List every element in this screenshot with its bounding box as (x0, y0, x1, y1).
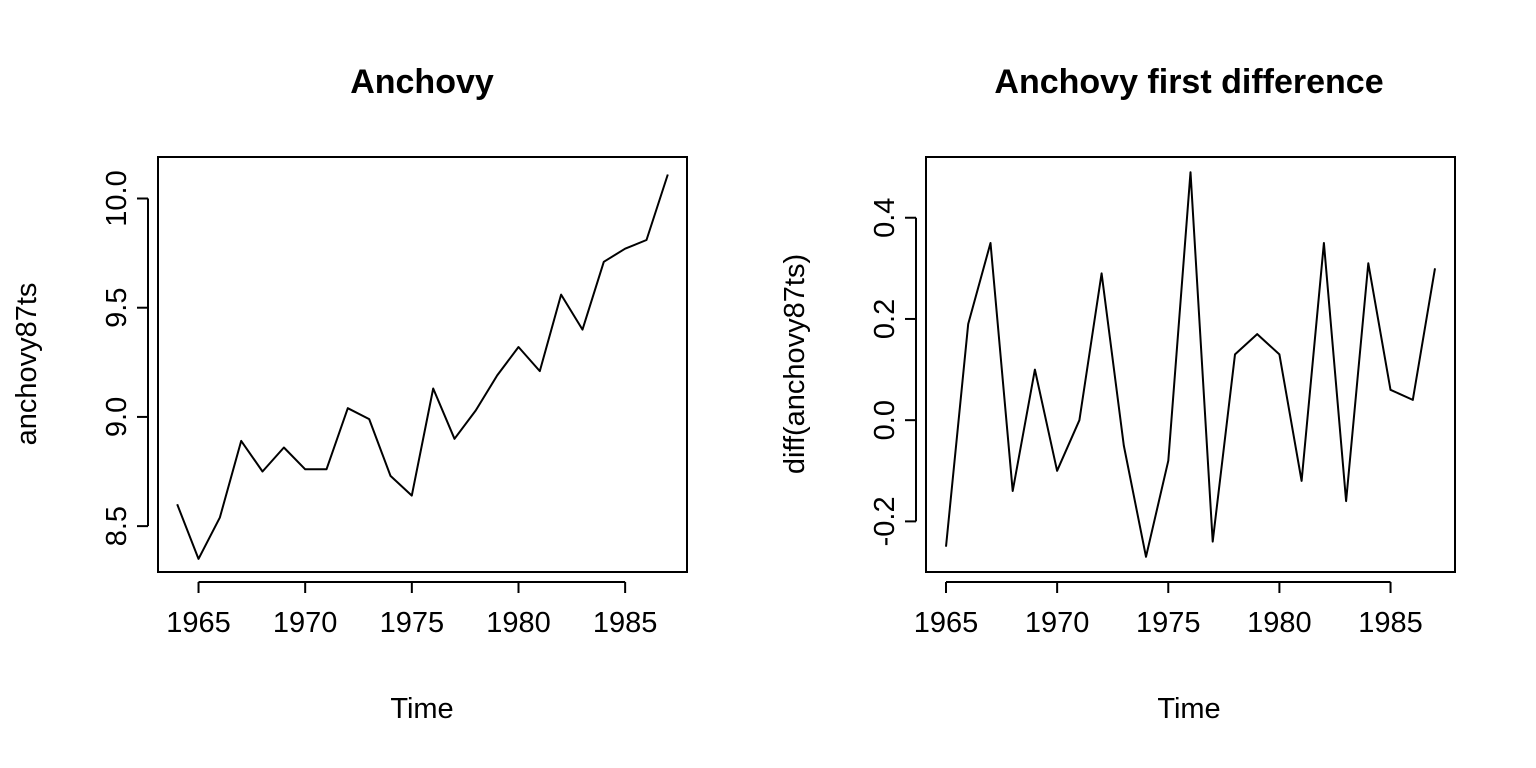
x-tick-label: 1965 (166, 607, 231, 639)
plot-frame (157, 156, 688, 573)
x-tick-label: 1975 (1136, 607, 1201, 639)
y-tick-label: 9.5 (101, 288, 133, 328)
x-tick-label: 1970 (1025, 607, 1090, 639)
x-tick-label: 1965 (914, 607, 979, 639)
x-tick-label: 1985 (593, 607, 658, 639)
y-tick-label: -0.2 (869, 496, 901, 546)
series-line (945, 171, 1436, 558)
y-tick-label: 0.0 (869, 400, 901, 440)
y-tick-label: 9.0 (101, 397, 133, 437)
y-tick-label: 8.5 (101, 506, 133, 546)
x-tick-label: 1975 (380, 607, 445, 639)
x-axis-label: Time (390, 693, 453, 725)
x-tick-label: 1980 (1247, 607, 1312, 639)
series-line (176, 174, 669, 560)
y-axis-label: anchovy87ts (11, 283, 43, 446)
y-tick-label: 10.0 (101, 170, 133, 226)
x-tick-label: 1980 (486, 607, 551, 639)
chart-title: Anchovy first difference (994, 63, 1383, 101)
chart-title: Anchovy (350, 63, 494, 101)
plot-frame (925, 156, 1456, 573)
x-tick-label: 1985 (1358, 607, 1423, 639)
y-tick-label: 0.4 (869, 198, 901, 238)
x-axis-label: Time (1157, 693, 1220, 725)
y-tick-label: 0.2 (869, 299, 901, 339)
anchovy-panel: Anchovy Time anchovy87ts 1965 1970 1975 198… (11, 63, 688, 725)
x-tick-label: 1970 (273, 607, 338, 639)
anchovy-diff-panel: Anchovy first difference Time diff(ancho… (779, 63, 1456, 725)
y-axis-label: diff(anchovy87ts) (779, 254, 811, 474)
